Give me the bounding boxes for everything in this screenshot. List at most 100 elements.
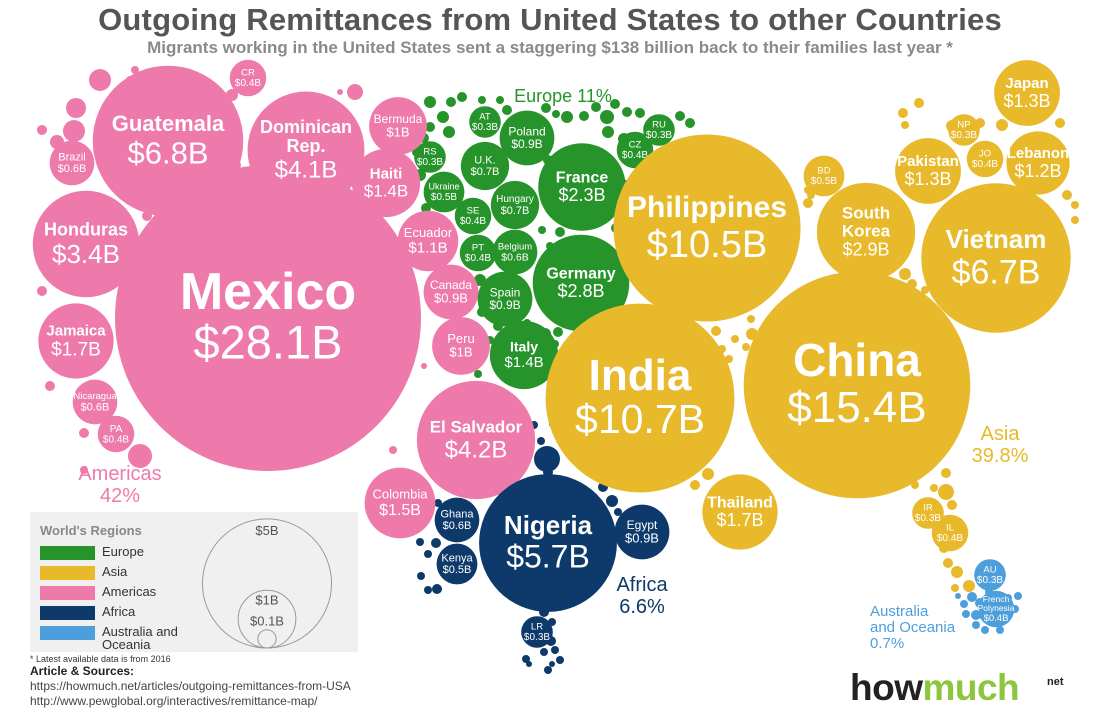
bubble-label-lebanon: Lebanon	[1007, 145, 1070, 162]
bubble-label-hungary: Hungary	[496, 194, 534, 205]
bubble-label-cz: CZ	[629, 140, 642, 151]
bubble-filler-africa	[556, 656, 564, 664]
bubble-value-canada: $0.9B	[434, 290, 468, 305]
legend-swatch-asia	[40, 566, 95, 580]
bubble-filler-americas	[37, 286, 47, 296]
bubble-pakistan	[895, 138, 961, 204]
bubble-value-brazil: $0.6B	[58, 163, 87, 175]
bubble-filler-asia	[702, 468, 714, 480]
region-label-oceania: Australia	[870, 603, 929, 620]
bubble-ru	[643, 114, 675, 146]
bubble-filler-africa	[537, 437, 545, 445]
bubble-value-pa: $0.4B	[103, 434, 129, 445]
bubble-guatemala	[92, 65, 244, 217]
bubble-brazil	[49, 140, 95, 186]
bubble-value-ir: $0.3B	[915, 513, 941, 524]
bubble-label-haiti: Haiti	[370, 166, 403, 183]
bubble-label-south-korea: South	[842, 204, 890, 223]
bubble-nicaragua	[72, 379, 118, 425]
bubble-filler-asia	[951, 566, 963, 578]
bubble-filler-africa	[434, 499, 442, 507]
source-link-howmuch[interactable]: https://howmuch.net/articles/outgoing-re…	[30, 679, 351, 693]
bubble-value-belgium: $0.6B	[501, 251, 528, 263]
legend-panel: World's Regions Europe Asia Americas Afr…	[30, 512, 358, 652]
bubble-value-at: $0.3B	[472, 122, 498, 133]
bubble-french-polynesia	[977, 590, 1015, 628]
bubble-label-nigeria: Nigeria	[504, 510, 593, 540]
bubble-filler-americas	[347, 84, 363, 100]
bubble-filler-europe	[685, 118, 695, 128]
bubble-filler-europe	[425, 122, 435, 132]
bubble-value-u-k: $0.7B	[471, 166, 500, 178]
bubble-label-rs: RS	[423, 147, 436, 158]
bubble-filler-asia	[996, 119, 1008, 131]
bubble-value-au: $0.3B	[977, 575, 1003, 586]
bubble-label-china: China	[793, 334, 921, 386]
bubble-label-se: SE	[467, 206, 480, 217]
bubble-france	[538, 143, 626, 231]
bubble-filler-oceania	[962, 610, 970, 618]
bubble-label-jamaica: Jamaica	[46, 322, 106, 339]
bubble-south-korea	[816, 182, 916, 282]
bubble-label-italy: Italy	[510, 338, 538, 354]
bubble-filler-africa	[431, 538, 441, 548]
bubble-filler-asia	[711, 326, 721, 336]
bubble-value-thailand: $1.7B	[716, 510, 763, 530]
bubble-filler-asia	[690, 480, 700, 490]
bubble-label-brazil: Brazil	[58, 152, 86, 164]
bubble-label-il: IL	[946, 523, 954, 534]
bubble-value-lebanon: $1.2B	[1014, 161, 1061, 181]
region-share-oceania: 0.7%	[870, 635, 904, 652]
bubble-label-japan: Japan	[1005, 75, 1048, 92]
sources-heading: Article & Sources:	[30, 664, 135, 678]
bubble-label-egypt: Egypt	[627, 518, 658, 532]
bubble-jo	[966, 140, 1004, 178]
size-legend-label-2: $0.1B	[250, 614, 284, 629]
bubble-filler-asia	[899, 268, 911, 280]
bubble-filler-asia	[921, 286, 929, 294]
bubble-pt	[459, 234, 497, 272]
bubble-label-mexico: Mexico	[180, 263, 356, 321]
bubble-filler-asia	[941, 468, 951, 478]
bubble-belgium	[492, 229, 538, 275]
bubble-filler-americas	[89, 69, 111, 91]
bubble-ghana	[434, 497, 480, 543]
bubble-value-india: $10.7B	[575, 396, 705, 442]
region-label-africa: Africa	[616, 574, 668, 596]
bubble-au	[974, 559, 1006, 591]
bubble-filler-asia	[1062, 190, 1072, 200]
bubble-value-lr: $0.3B	[524, 632, 550, 643]
bubble-filler-africa	[544, 666, 552, 674]
bubble-ukraine	[423, 171, 465, 213]
bubble-filler-europe	[555, 227, 565, 237]
bubble-value-france: $2.3B	[558, 185, 605, 205]
bubble-value-nigeria: $5.7B	[506, 538, 590, 574]
bubble-jamaica	[38, 303, 114, 379]
bubble-label-ru: RU	[652, 120, 666, 131]
bubble-value-el-salvador: $4.2B	[445, 437, 508, 464]
legend-swatch-africa	[40, 606, 95, 620]
bubble-value-honduras: $3.4B	[52, 239, 120, 269]
bubble-filler-africa	[424, 550, 432, 558]
bubble-value-mexico: $28.1B	[194, 315, 343, 368]
bubble-label-canada: Canada	[430, 278, 472, 292]
bubble-value-nicaragua: $0.6B	[81, 402, 110, 414]
bubble-canada	[423, 264, 479, 320]
bubble-filler-europe	[553, 327, 563, 337]
bubble-filler-europe	[421, 203, 431, 213]
bubble-label-colombia: Colombia	[373, 486, 429, 501]
source-link-pewglobal[interactable]: http://www.pewglobal.org/interactives/re…	[30, 694, 318, 708]
bubble-ecuador	[397, 210, 459, 272]
bubble-se	[454, 197, 492, 235]
bubble-filler-europe	[457, 92, 467, 102]
bubble-label-at: AT	[479, 112, 491, 123]
region-label-oceania: and Oceania	[870, 619, 956, 636]
bubble-value-haiti: $1.4B	[364, 181, 408, 200]
region-label-americas: Americas	[78, 463, 161, 485]
bubble-value-south-korea: $2.9B	[842, 239, 889, 259]
legend-swatch-europe	[40, 546, 95, 560]
bubble-value-philippines: $10.5B	[647, 224, 767, 266]
bubble-peru	[432, 317, 490, 375]
